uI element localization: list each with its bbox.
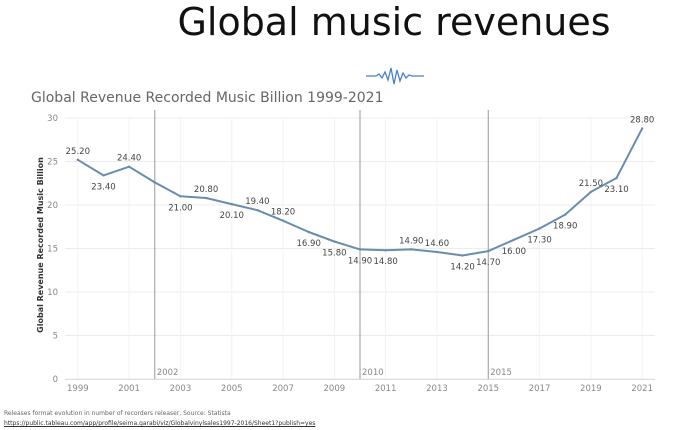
data-point: [512, 238, 516, 241]
x-tick-label: 2003: [170, 384, 192, 394]
data-label: 16.90: [297, 239, 321, 249]
source-link[interactable]: https://public.tableau.com/app/profile/s…: [4, 420, 316, 427]
line-chart: 2002 2010 2015 0 5 10 15 20 25 30 1999 2001 2003 200…: [36, 110, 655, 394]
y-tick-label: 10: [47, 288, 58, 298]
x-tick-label: 1999: [67, 384, 89, 394]
data-point: [564, 213, 567, 216]
slide-title: Global music revenues: [177, 0, 611, 44]
data-label: 14.90: [399, 236, 423, 246]
data-label: 20.80: [194, 185, 218, 195]
x-tick-label: 2001: [118, 384, 140, 394]
y-tick-label: 0: [53, 375, 58, 385]
data-point: [127, 165, 131, 168]
data-label: 14.20: [450, 262, 474, 272]
data-label: 14.90: [348, 256, 372, 266]
data-label: 14.80: [373, 257, 397, 267]
y-tick-label: 25: [47, 158, 58, 168]
data-label: 17.30: [527, 235, 551, 245]
data-point: [589, 190, 593, 194]
data-label: 25.20: [66, 147, 90, 157]
data-label: 14.70: [476, 258, 500, 268]
source-note: Releases format evolution in number of r…: [4, 409, 315, 429]
y-axis-label: Global Revenue Recorded Music Billion: [36, 157, 45, 333]
data-label: 14.60: [425, 239, 449, 249]
data-point: [410, 248, 413, 251]
x-tick-label: 2007: [272, 384, 294, 394]
data-point: [179, 195, 182, 198]
data-label: 23.40: [91, 182, 115, 192]
data-point: [435, 250, 439, 254]
data-point: [358, 248, 362, 251]
data-point: [281, 219, 285, 222]
reference-line-label: 2015: [490, 368, 512, 378]
x-tick-label: 2015: [477, 384, 499, 394]
data-point: [102, 174, 105, 177]
data-point: [615, 176, 618, 180]
data-point: [384, 249, 387, 252]
data-point: [307, 230, 310, 234]
x-tick-label: 2019: [580, 384, 602, 394]
y-tick-label: 30: [47, 114, 58, 124]
y-tick-label: 15: [47, 245, 58, 255]
y-tick-label: 5: [53, 332, 58, 342]
reference-line-label: 2002: [157, 368, 179, 378]
data-point: [640, 127, 644, 130]
data-label: 20.10: [220, 211, 244, 221]
source-text: Releases format evolution in number of r…: [4, 410, 231, 417]
chart-title: Global Revenue Recorded Music Billion 19…: [31, 90, 384, 106]
data-point: [230, 202, 233, 206]
data-point: [487, 249, 490, 253]
data-label: 18.20: [271, 208, 295, 218]
data-point: [204, 196, 208, 200]
data-label: 18.90: [553, 222, 577, 232]
data-point: [256, 209, 259, 212]
data-point: [538, 227, 541, 230]
data-label: 16.00: [502, 247, 526, 257]
data-label: 19.40: [245, 197, 269, 207]
waveform-icon: [366, 67, 424, 85]
data-point: [76, 158, 80, 161]
data-label: 28.80: [630, 115, 654, 125]
x-tick-label: 2005: [221, 384, 243, 394]
data-label: 15.80: [322, 249, 346, 259]
data-point: [333, 240, 336, 243]
x-tick-label: 2009: [324, 384, 346, 394]
data-point: [461, 254, 464, 257]
data-label: 21.00: [168, 203, 192, 213]
data-point: [153, 181, 156, 184]
data-label: 21.50: [579, 179, 603, 189]
x-tick-label: 2011: [375, 384, 397, 394]
data-label: 23.10: [604, 185, 628, 195]
x-tick-label: 2021: [631, 384, 653, 394]
x-tick-label: 2013: [426, 384, 448, 394]
x-tick-label: 2017: [529, 384, 551, 394]
reference-line-label: 2010: [362, 368, 384, 378]
y-tick-label: 20: [47, 201, 58, 211]
data-label: 24.40: [117, 154, 141, 164]
